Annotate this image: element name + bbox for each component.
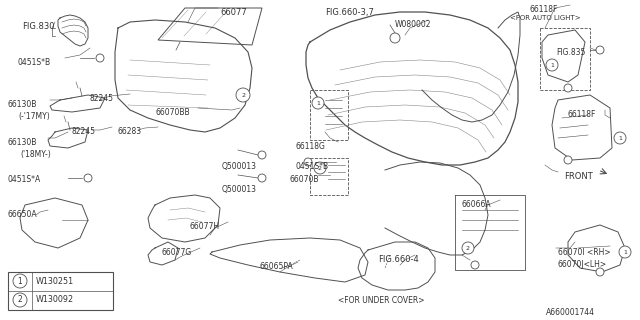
Circle shape xyxy=(596,268,604,276)
Text: 66077: 66077 xyxy=(220,8,247,17)
Text: FRONT: FRONT xyxy=(564,172,593,181)
Text: 2: 2 xyxy=(18,295,22,305)
Text: FIG.830: FIG.830 xyxy=(22,22,54,31)
Text: 2: 2 xyxy=(466,245,470,251)
Text: W130092: W130092 xyxy=(36,295,74,305)
Text: 66077H: 66077H xyxy=(190,222,220,231)
Circle shape xyxy=(84,174,92,182)
Text: 1: 1 xyxy=(618,135,622,140)
Circle shape xyxy=(614,132,626,144)
Text: (-'17MY): (-'17MY) xyxy=(18,112,50,121)
Text: 66118G: 66118G xyxy=(295,142,325,151)
Text: 1: 1 xyxy=(316,100,320,106)
Text: <FOR AUTO LIGHT>: <FOR AUTO LIGHT> xyxy=(510,15,580,21)
Text: 1: 1 xyxy=(550,62,554,68)
Text: 66065PA: 66065PA xyxy=(260,262,294,271)
Text: W080002: W080002 xyxy=(395,20,431,29)
Text: FIG.660-3,7: FIG.660-3,7 xyxy=(325,8,374,17)
Text: 1: 1 xyxy=(18,276,22,285)
Text: 0451S*B: 0451S*B xyxy=(295,162,328,171)
Text: 66130B: 66130B xyxy=(8,138,37,147)
Circle shape xyxy=(471,261,479,269)
Text: 66070I <RH>: 66070I <RH> xyxy=(558,248,611,257)
Circle shape xyxy=(462,242,474,254)
Text: 0451S*B: 0451S*B xyxy=(18,58,51,67)
Text: Q500013: Q500013 xyxy=(222,185,257,194)
Text: 1: 1 xyxy=(623,250,627,254)
Circle shape xyxy=(258,174,266,182)
Circle shape xyxy=(258,151,266,159)
Circle shape xyxy=(564,156,572,164)
Text: <FOR UNDER COVER>: <FOR UNDER COVER> xyxy=(338,296,424,305)
Text: 0451S*A: 0451S*A xyxy=(8,175,41,184)
Circle shape xyxy=(236,88,250,102)
Text: FIG.835: FIG.835 xyxy=(556,48,586,57)
Text: 66077G: 66077G xyxy=(162,248,192,257)
Text: 66283: 66283 xyxy=(118,127,142,136)
Text: 82245: 82245 xyxy=(90,94,114,103)
Text: 66070BB: 66070BB xyxy=(155,108,189,117)
Text: Q500013: Q500013 xyxy=(222,162,257,171)
Circle shape xyxy=(314,162,326,174)
Text: 66118F: 66118F xyxy=(568,110,596,119)
Text: W130251: W130251 xyxy=(36,276,74,285)
Circle shape xyxy=(619,246,631,258)
Text: 82245: 82245 xyxy=(72,127,96,136)
Circle shape xyxy=(312,97,324,109)
Circle shape xyxy=(596,46,604,54)
Circle shape xyxy=(564,84,572,92)
Text: A660001744: A660001744 xyxy=(546,308,595,317)
Text: 66070B: 66070B xyxy=(290,175,319,184)
Circle shape xyxy=(96,54,104,62)
FancyBboxPatch shape xyxy=(8,272,113,310)
Text: 66070J<LH>: 66070J<LH> xyxy=(558,260,607,269)
Circle shape xyxy=(390,33,400,43)
Text: 66066A: 66066A xyxy=(462,200,492,209)
Text: 66118F: 66118F xyxy=(530,5,558,14)
Circle shape xyxy=(546,59,558,71)
Circle shape xyxy=(304,158,312,166)
Text: FIG.660-4: FIG.660-4 xyxy=(378,255,419,264)
Text: 2: 2 xyxy=(318,165,322,171)
Text: 2: 2 xyxy=(241,92,245,98)
Text: 66650A: 66650A xyxy=(8,210,38,219)
Text: ('18MY-): ('18MY-) xyxy=(20,150,51,159)
Text: 66130B: 66130B xyxy=(8,100,37,109)
